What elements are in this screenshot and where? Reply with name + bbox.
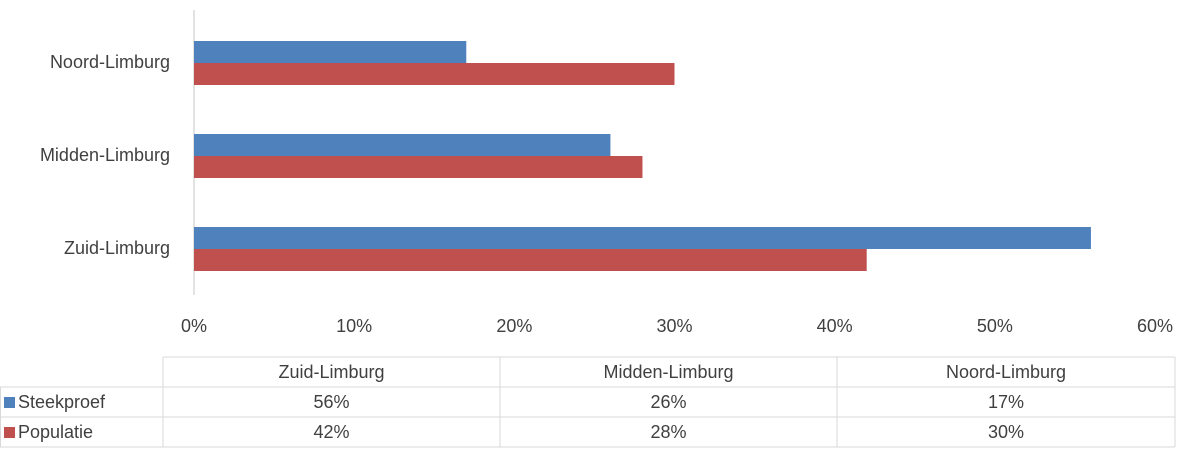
bar: [194, 63, 675, 85]
y-tick-label: Zuid-Limburg: [64, 238, 170, 258]
table-header: Midden-Limburg: [603, 362, 733, 382]
y-tick-label: Midden-Limburg: [40, 145, 170, 165]
bar: [194, 227, 1091, 249]
legend-swatch: [4, 427, 15, 438]
bar: [194, 249, 867, 271]
table-value: 42%: [313, 422, 349, 442]
table-value: 28%: [650, 422, 686, 442]
table-header: Noord-Limburg: [946, 362, 1066, 382]
x-tick-label: 60%: [1137, 316, 1173, 336]
table-value: 56%: [313, 392, 349, 412]
x-tick-label: 20%: [496, 316, 532, 336]
x-tick-label: 40%: [817, 316, 853, 336]
table-value: 30%: [988, 422, 1024, 442]
x-tick-label: 30%: [656, 316, 692, 336]
legend-label: Populatie: [18, 422, 93, 442]
table-header: Zuid-Limburg: [278, 362, 384, 382]
legend-label: Steekproef: [18, 392, 106, 412]
x-tick-label: 0%: [181, 316, 207, 336]
x-tick-label: 50%: [977, 316, 1013, 336]
y-tick-label: Noord-Limburg: [50, 52, 170, 72]
x-tick-label: 10%: [336, 316, 372, 336]
bar: [194, 41, 467, 63]
table-value: 17%: [988, 392, 1024, 412]
legend-swatch: [4, 397, 15, 408]
bar: [194, 134, 611, 156]
table-value: 26%: [650, 392, 686, 412]
bar: [194, 156, 643, 178]
